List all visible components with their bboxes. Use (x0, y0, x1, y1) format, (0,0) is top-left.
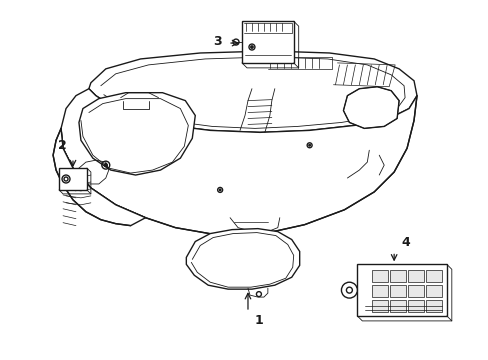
Circle shape (250, 46, 253, 48)
Polygon shape (407, 270, 423, 282)
Text: 3: 3 (213, 35, 222, 48)
Circle shape (346, 287, 352, 293)
Text: 1: 1 (254, 314, 263, 327)
Polygon shape (343, 87, 398, 129)
Polygon shape (53, 129, 145, 226)
Polygon shape (79, 93, 195, 175)
Polygon shape (389, 300, 405, 312)
Polygon shape (89, 51, 416, 132)
Polygon shape (407, 285, 423, 297)
Circle shape (64, 177, 68, 181)
Polygon shape (425, 300, 441, 312)
Polygon shape (242, 21, 293, 63)
Polygon shape (389, 270, 405, 282)
Polygon shape (407, 300, 423, 312)
Polygon shape (371, 300, 387, 312)
Polygon shape (425, 285, 441, 297)
Polygon shape (371, 270, 387, 282)
Circle shape (219, 189, 221, 191)
Polygon shape (59, 168, 87, 190)
Circle shape (104, 164, 107, 167)
Text: 4: 4 (400, 237, 409, 249)
Circle shape (341, 282, 357, 298)
Polygon shape (61, 89, 416, 235)
Polygon shape (425, 270, 441, 282)
Polygon shape (186, 229, 299, 289)
Polygon shape (389, 285, 405, 297)
Polygon shape (371, 285, 387, 297)
Circle shape (308, 144, 310, 146)
Polygon shape (357, 264, 446, 316)
Text: 2: 2 (58, 139, 66, 152)
